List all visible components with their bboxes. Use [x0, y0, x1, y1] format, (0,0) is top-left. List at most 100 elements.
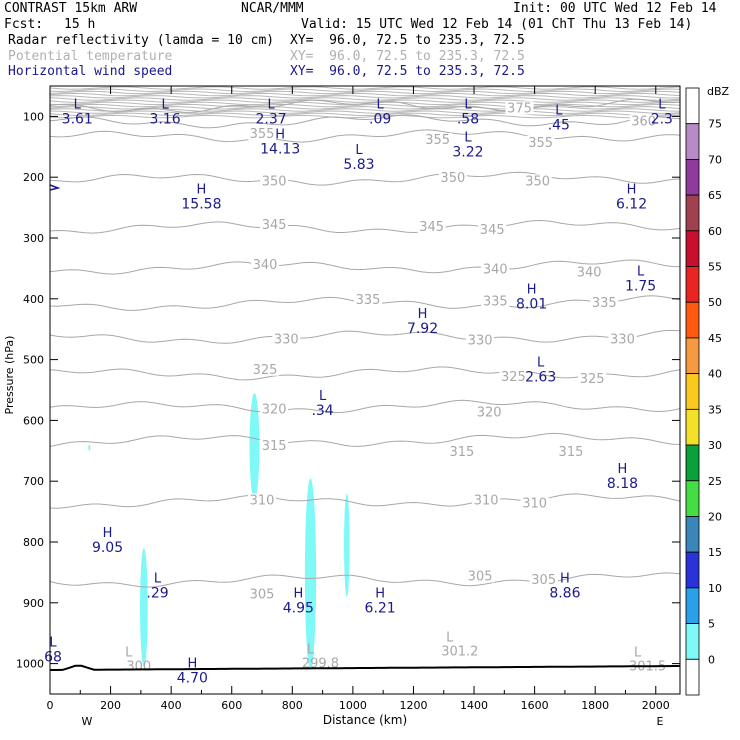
colorbar-swatch-11	[685, 480, 700, 517]
theta-contour-label-330-1: 330	[468, 334, 493, 349]
theta-strat-line-13	[49, 114, 681, 119]
theta-contour-340	[49, 259, 681, 275]
theta-contour-label-330-0: 330	[274, 332, 299, 347]
x-tick-label-1000: 1000	[339, 699, 367, 712]
theta-strat-line-1	[49, 88, 681, 92]
colorbar-swatch-9	[685, 408, 700, 446]
x-tick-label-2000: 2000	[642, 699, 670, 712]
plot-frame	[49, 85, 681, 695]
colorbar-level-25: 25	[708, 475, 722, 488]
wind-extremum-type-14: H	[418, 307, 428, 322]
wind-extremum-value-14: 7.92	[407, 321, 438, 337]
wind-extremum-value-4: .58	[457, 111, 479, 127]
y-tick-label-500: 500	[23, 354, 44, 367]
theta-label-bg	[523, 174, 552, 188]
fcst-label: Fcst:	[4, 17, 44, 32]
wind-extremum-type-22: H	[560, 572, 570, 587]
x-tick-label-1400: 1400	[460, 699, 488, 712]
theta-label-bg	[466, 333, 495, 347]
x-tick-label-800: 800	[282, 699, 303, 712]
colorbar-level-65: 65	[708, 189, 722, 202]
theta-contour-label-350-0: 350	[262, 174, 287, 189]
theta-label-bg	[578, 371, 607, 385]
wind-extremum-value-21: 6.21	[365, 601, 396, 617]
theta-extremum-type-1: L	[307, 643, 315, 658]
colorbar-level-5: 5	[708, 618, 715, 631]
theta-contour-325	[49, 366, 681, 381]
x-axis-label: Distance (km)	[323, 713, 407, 727]
y-axis-label: Pressure (hPa)	[3, 336, 16, 415]
colorbar-level-15: 15	[708, 546, 722, 559]
theta-label-bg	[608, 332, 637, 346]
theta-label-bg	[423, 132, 452, 146]
theta-contour-label-345-1: 345	[419, 220, 444, 235]
colorbar-swatch-6	[685, 301, 700, 339]
wind-extremum-type-6: L	[658, 97, 666, 112]
theta-extremum-type-3: L	[634, 646, 642, 661]
reflectivity-cell-3	[344, 493, 350, 597]
colorbar-level-40: 40	[708, 368, 722, 381]
theta-contour-label-355-1: 355	[425, 133, 450, 148]
theta-label-bg	[272, 332, 301, 346]
colorbar-swatch-16	[685, 658, 700, 696]
theta-contour-label-320-1: 320	[477, 405, 502, 420]
theta-label-bg	[260, 218, 289, 232]
colorbar-level-0: 0	[708, 653, 715, 666]
wind-extremum-type-15: L	[537, 356, 545, 371]
theta-strat-line-4	[49, 95, 681, 99]
y-tick-label-800: 800	[23, 536, 44, 549]
wind-extremum-value-2: 2.37	[256, 111, 287, 127]
wind-extremum-type-2: L	[267, 97, 275, 112]
wind-extremum-type-23: H	[187, 657, 197, 672]
y-tick-label-1000: 1000	[16, 658, 44, 671]
wind-extremum-type-19: L	[154, 572, 162, 587]
theta-contour-label-310-0: 310	[250, 493, 275, 508]
theta-label-bg	[260, 402, 289, 416]
wind-extremum-type-13: H	[527, 283, 537, 298]
colorbar-unit: dBZ	[707, 85, 730, 98]
theta-extremum-value-2: 301.2	[441, 644, 478, 659]
wind-extremum-value-8: 5.83	[343, 157, 374, 173]
y-tick-label-700: 700	[23, 475, 44, 488]
colorbar-swatch-14	[685, 587, 700, 624]
theta-contour-label-310-1: 310	[474, 493, 499, 508]
theta-contour-label-320-0: 320	[262, 402, 287, 417]
y-tick-label-100: 100	[23, 110, 44, 123]
theta-contour-label-305-1: 305	[468, 569, 493, 584]
wind-extremum-value-1: 3.16	[150, 111, 181, 127]
wind-extremum-value-15: 2.63	[525, 370, 556, 386]
theta-label-bg	[478, 222, 507, 236]
colorbar-level-20: 20	[708, 510, 722, 523]
wind-extremum-value-5: .45	[548, 117, 570, 133]
theta-label-bg	[575, 265, 604, 279]
colorbar-level-50: 50	[708, 296, 722, 309]
theta-strat-line-0	[49, 86, 681, 90]
theta-strat-line-9	[49, 106, 681, 110]
theta-label-bg	[438, 171, 467, 185]
theta-label-bg	[475, 405, 504, 419]
colorbar-level-30: 30	[708, 439, 722, 452]
theta-label-bg	[260, 174, 289, 188]
theta-contour-305	[49, 572, 681, 588]
wind-extremum-value-20: 4.95	[283, 601, 314, 617]
theta-contour-355	[49, 129, 681, 143]
wind-extremum-type-5: L	[555, 103, 563, 118]
theta-strat-line-8	[49, 103, 681, 108]
field-name-wind: Horizontal wind speed	[8, 64, 173, 79]
field-xy-theta: XY= 96.0, 72.5 to 235.3, 72.5	[290, 49, 525, 64]
theta-contour-label-335-2: 335	[592, 296, 617, 311]
theta-label-bg	[520, 496, 549, 510]
x-tick-label-200: 200	[100, 699, 121, 712]
wind-extremum-value-3: .09	[369, 111, 391, 127]
theta-contour-label-360-0: 360	[631, 115, 656, 130]
y-tick-label-600: 600	[23, 414, 44, 427]
theta-strat-line-12	[49, 112, 681, 117]
wind-extremum-type-16: L	[319, 389, 327, 404]
theta-label-bg	[260, 438, 289, 452]
theta-contour-label-355-2: 355	[528, 136, 553, 151]
colorbar-swatch-2	[685, 159, 700, 196]
theta-label-bg	[466, 569, 495, 583]
theta-label-bg	[248, 587, 277, 601]
reflectivity-layer	[88, 393, 350, 670]
